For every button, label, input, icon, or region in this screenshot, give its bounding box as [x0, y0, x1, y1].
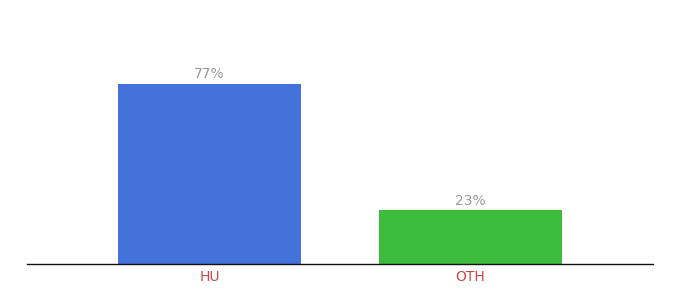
Bar: [118, 84, 301, 264]
Bar: [379, 210, 562, 264]
Text: 77%: 77%: [194, 68, 225, 82]
Text: 23%: 23%: [455, 194, 486, 208]
